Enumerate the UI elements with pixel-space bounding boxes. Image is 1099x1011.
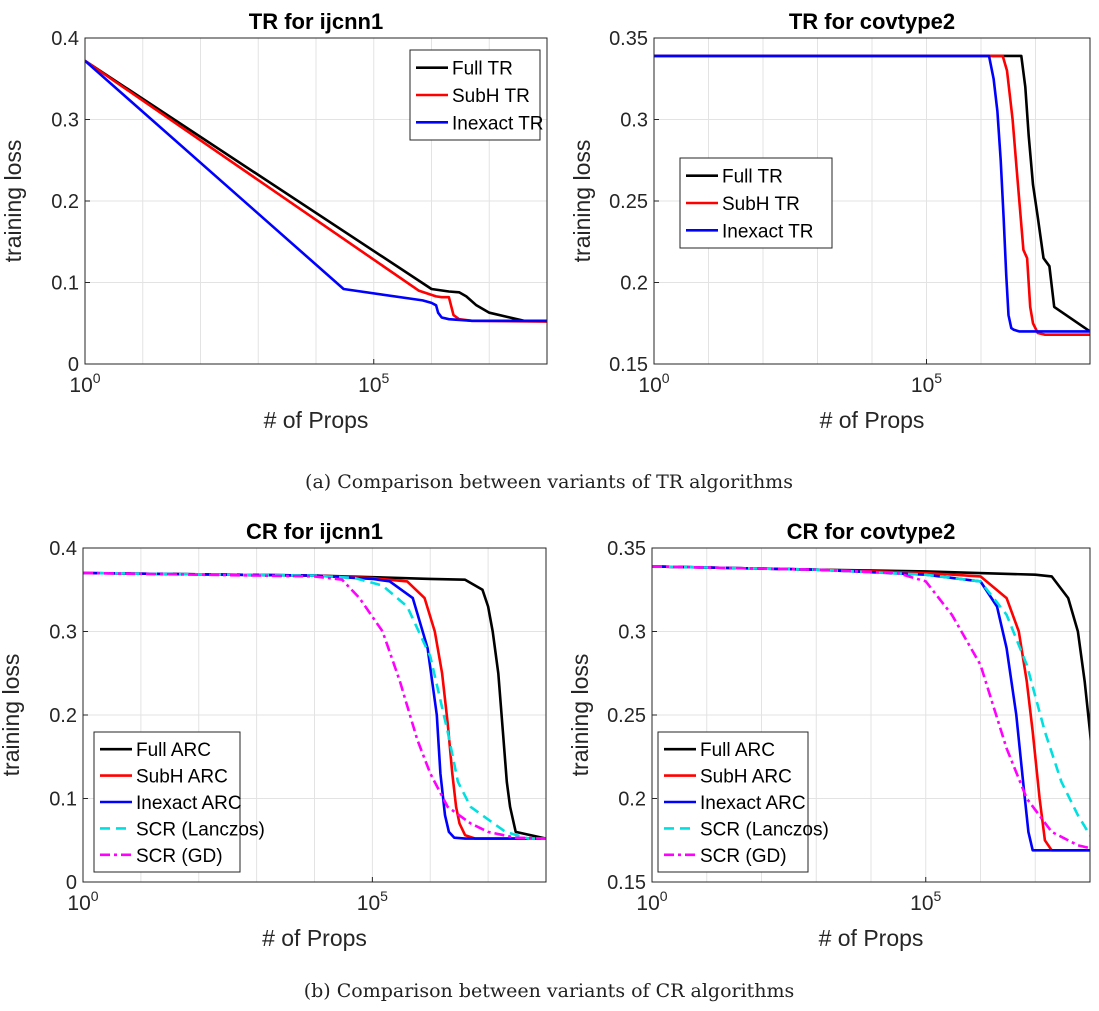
p2-xlabel: # of Props	[262, 925, 367, 951]
p1-legend: Full TR SubH TR Inexact TR	[679, 157, 833, 249]
p3-legend-label-inexact-arc: Inexact ARC	[700, 793, 806, 814]
p1-legend-label-full-tr: Full TR	[722, 167, 783, 188]
p0-legend-label-subh-tr: SubH TR	[452, 86, 530, 107]
p0-series-group	[85, 59, 547, 323]
p3-xtick-label-0: 100	[636, 888, 667, 915]
p2-legend: Full ARC SubH ARC Inexact ARC SCR (Lanczos)…	[93, 731, 265, 873]
caption-b: (b) Comparison between variants of CR al…	[304, 980, 795, 1002]
p1-series-group	[654, 54, 1090, 337]
p2-ytick-label-3: 0.3	[49, 622, 77, 644]
p1-ytick-label-3: 0.3	[620, 110, 648, 132]
p2-ytick-label-0: 0	[66, 872, 77, 894]
p0-legend-label-full-tr: Full TR	[452, 59, 513, 80]
p2-xtick-label-1: 105	[357, 888, 388, 915]
p2-ytick-label-2: 0.2	[49, 705, 77, 727]
p0-ylabel: training loss	[0, 140, 26, 263]
p2-series-scr-gd	[83, 571, 546, 840]
p3-legend-label-full-arc: Full ARC	[700, 740, 775, 761]
p0-ytick-label-1: 0.1	[51, 273, 79, 295]
p3-legend-label-subh-arc: SubH ARC	[700, 767, 792, 788]
p1-ytick-label-4: 0.35	[609, 28, 648, 50]
p0-series-full-tr	[85, 59, 547, 323]
p2-series-inexact-arc	[83, 571, 546, 840]
p3-ytick-label-1: 0.2	[618, 789, 646, 811]
p0-title: TR for ijcnn1	[249, 9, 383, 34]
p3-series-group	[652, 565, 1090, 852]
p2-legend-label-inexact-arc: Inexact ARC	[136, 793, 242, 814]
p0-ytick-label-0: 0	[68, 354, 79, 376]
p1-xtick-label-0: 100	[638, 370, 669, 397]
p1-ytick-label-1: 0.2	[620, 273, 648, 295]
p2-legend-label-scr-gd: SCR (GD)	[136, 846, 223, 867]
p0-xtick-label-0: 100	[69, 370, 100, 397]
p0-ytick-label-4: 0.4	[51, 28, 79, 50]
p2-ytick-label-1: 0.1	[49, 789, 77, 811]
p2-ytick-label-4: 0.4	[49, 538, 77, 560]
p3-series-scr-lanczos	[652, 565, 1090, 837]
p0-xlabel: # of Props	[264, 407, 369, 433]
panel-tr-covtype2: 0.15 0.2 0.25 0.3 0.35 100 105 TR for covtype2 #…	[569, 9, 1091, 433]
p3-xtick-label-1: 105	[910, 888, 941, 915]
p2-legend-label-scr-lanczos: SCR (Lanczos)	[136, 819, 265, 840]
p2-series-scr-lanczos	[83, 571, 546, 840]
p0-ytick-label-2: 0.2	[51, 191, 79, 213]
p3-legend-label-scr-lanczos: SCR (Lanczos)	[700, 819, 829, 840]
p0-legend-label-inexact-tr: Inexact TR	[452, 113, 544, 134]
p1-ytick-label-2: 0.25	[609, 191, 648, 213]
p3-ytick-label-2: 0.25	[607, 705, 646, 727]
p0-ytick-label-3: 0.3	[51, 110, 79, 132]
panel-cr-ijcnn1: 0 0.1 0.2 0.3 0.4 100 105 CR for ijcnn1 # of Pro…	[0, 519, 547, 951]
p3-ytick-label-3: 0.3	[618, 622, 646, 644]
p1-series-full-tr	[654, 54, 1090, 333]
p2-xtick-label-0: 100	[67, 888, 98, 915]
p2-legend-label-full-arc: Full ARC	[136, 740, 211, 761]
p2-legend-label-subh-arc: SubH ARC	[136, 767, 228, 788]
caption-a: (a) Comparison between variants of TR al…	[305, 471, 793, 493]
p1-series-inexact-tr	[654, 54, 1090, 333]
p1-legend-label-subh-tr: SubH TR	[722, 194, 800, 215]
p2-ylabel: training loss	[0, 654, 24, 777]
p3-series-full-arc	[652, 565, 1090, 747]
p1-ytick-label-0: 0.15	[609, 354, 648, 376]
p3-xlabel: # of Props	[819, 925, 924, 951]
p0-xtick-label-1: 105	[358, 370, 389, 397]
p3-title: CR for covtype2	[787, 519, 956, 544]
p1-xtick-label-1: 105	[911, 370, 942, 397]
p2-series-full-arc	[83, 571, 546, 840]
p3-ytick-label-0: 0.15	[607, 872, 646, 894]
p3-ylabel: training loss	[567, 654, 593, 777]
panel-cr-covtype2: 0.15 0.2 0.25 0.3 0.35 100 105 CR for covtype2 #…	[567, 519, 1091, 951]
p1-xlabel: # of Props	[820, 407, 925, 433]
p0-legend: Full TR SubH TR Inexact TR	[409, 49, 544, 141]
p1-title: TR for covtype2	[789, 9, 955, 34]
p3-legend-label-scr-gd: SCR (GD)	[700, 846, 787, 867]
p1-ylabel: training loss	[569, 140, 595, 263]
p2-series-group	[83, 571, 546, 840]
p3-legend: Full ARC SubH ARC Inexact ARC SCR (Lanczos)…	[657, 731, 829, 873]
p2-title: CR for ijcnn1	[246, 519, 383, 544]
p1-legend-label-inexact-tr: Inexact TR	[722, 221, 814, 242]
p0-series-inexact-tr	[85, 59, 547, 323]
p3-series-scr-gd	[652, 565, 1090, 850]
p3-ytick-label-4: 0.35	[607, 538, 646, 560]
panel-tr-ijcnn1: 0 0.1 0.2 0.3 0.4 100 105 TR for ijcnn1 # of Pro…	[0, 9, 548, 433]
